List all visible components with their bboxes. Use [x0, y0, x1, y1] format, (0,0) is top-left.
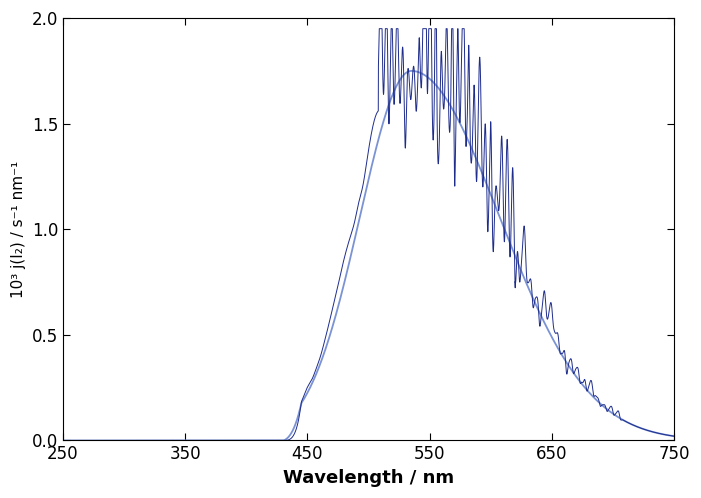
Y-axis label: 10³ j(I₂) / s⁻¹ nm⁻¹: 10³ j(I₂) / s⁻¹ nm⁻¹ [11, 161, 26, 298]
X-axis label: Wavelength / nm: Wavelength / nm [283, 469, 454, 487]
